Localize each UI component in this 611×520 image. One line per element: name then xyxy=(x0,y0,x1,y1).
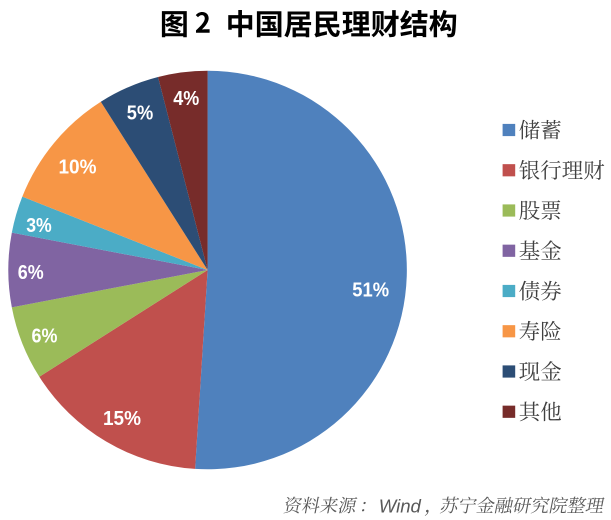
svg-text:5%: 5% xyxy=(127,101,153,124)
svg-text:51%: 51% xyxy=(352,279,389,302)
svg-text:6%: 6% xyxy=(18,261,44,284)
svg-text:10%: 10% xyxy=(59,155,97,178)
svg-text:4%: 4% xyxy=(173,87,199,110)
svg-text:3%: 3% xyxy=(26,214,52,237)
svg-text:15%: 15% xyxy=(103,407,141,430)
svg-text:Wind: Wind xyxy=(379,495,422,516)
svg-text:6%: 6% xyxy=(32,324,58,347)
